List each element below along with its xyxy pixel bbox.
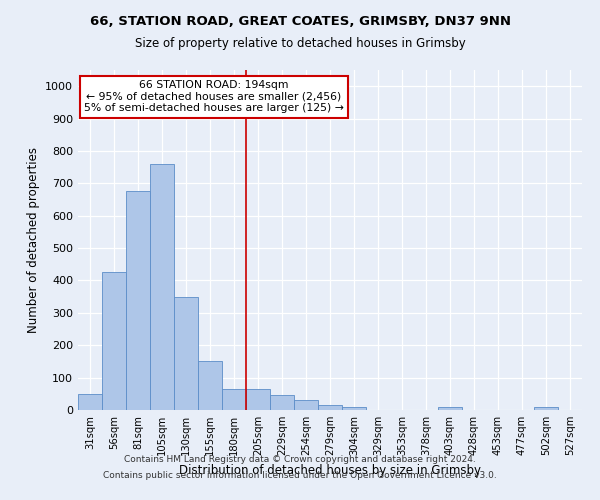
Text: 66 STATION ROAD: 194sqm  
← 95% of detached houses are smaller (2,456)
5% of sem: 66 STATION ROAD: 194sqm ← 95% of detache… [84, 80, 344, 114]
Bar [318, 405, 342, 410]
Text: Contains public sector information licensed under the Open Government Licence v3: Contains public sector information licen… [103, 470, 497, 480]
Bar [534, 407, 558, 410]
Y-axis label: Number of detached properties: Number of detached properties [26, 147, 40, 333]
Bar [78, 394, 102, 410]
Text: 66, STATION ROAD, GREAT COATES, GRIMSBY, DN37 9NN: 66, STATION ROAD, GREAT COATES, GRIMSBY,… [89, 15, 511, 28]
Text: Contains HM Land Registry data © Crown copyright and database right 2024.: Contains HM Land Registry data © Crown c… [124, 456, 476, 464]
Bar [102, 272, 126, 410]
Bar [342, 407, 366, 410]
Bar [438, 407, 462, 410]
Bar [126, 192, 150, 410]
X-axis label: Distribution of detached houses by size in Grimsby: Distribution of detached houses by size … [179, 464, 481, 476]
Bar [174, 296, 198, 410]
Bar [270, 396, 294, 410]
Bar [198, 362, 222, 410]
Bar [222, 389, 246, 410]
Bar [294, 400, 318, 410]
Bar [150, 164, 174, 410]
Bar [246, 389, 270, 410]
Text: Size of property relative to detached houses in Grimsby: Size of property relative to detached ho… [134, 38, 466, 51]
